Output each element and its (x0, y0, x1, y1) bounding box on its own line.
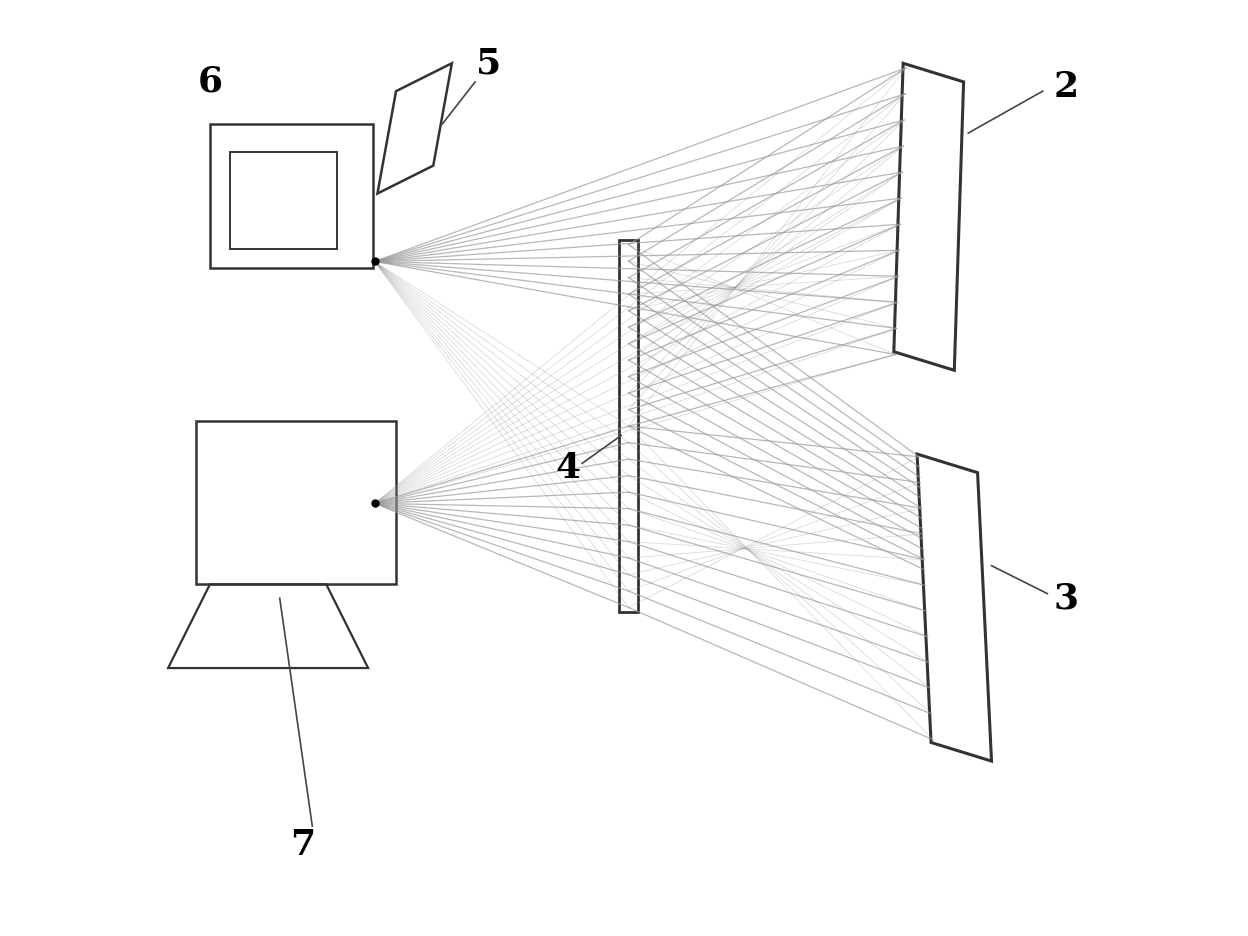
Text: 2: 2 (1053, 69, 1078, 104)
Text: 7: 7 (291, 827, 316, 862)
Bar (196, 421, 396, 584)
Bar (210, 124, 373, 268)
Bar (231, 152, 337, 249)
Text: 5: 5 (477, 46, 502, 80)
Text: 4: 4 (555, 451, 580, 485)
Text: 3: 3 (1053, 581, 1078, 615)
Text: 6: 6 (197, 65, 222, 99)
